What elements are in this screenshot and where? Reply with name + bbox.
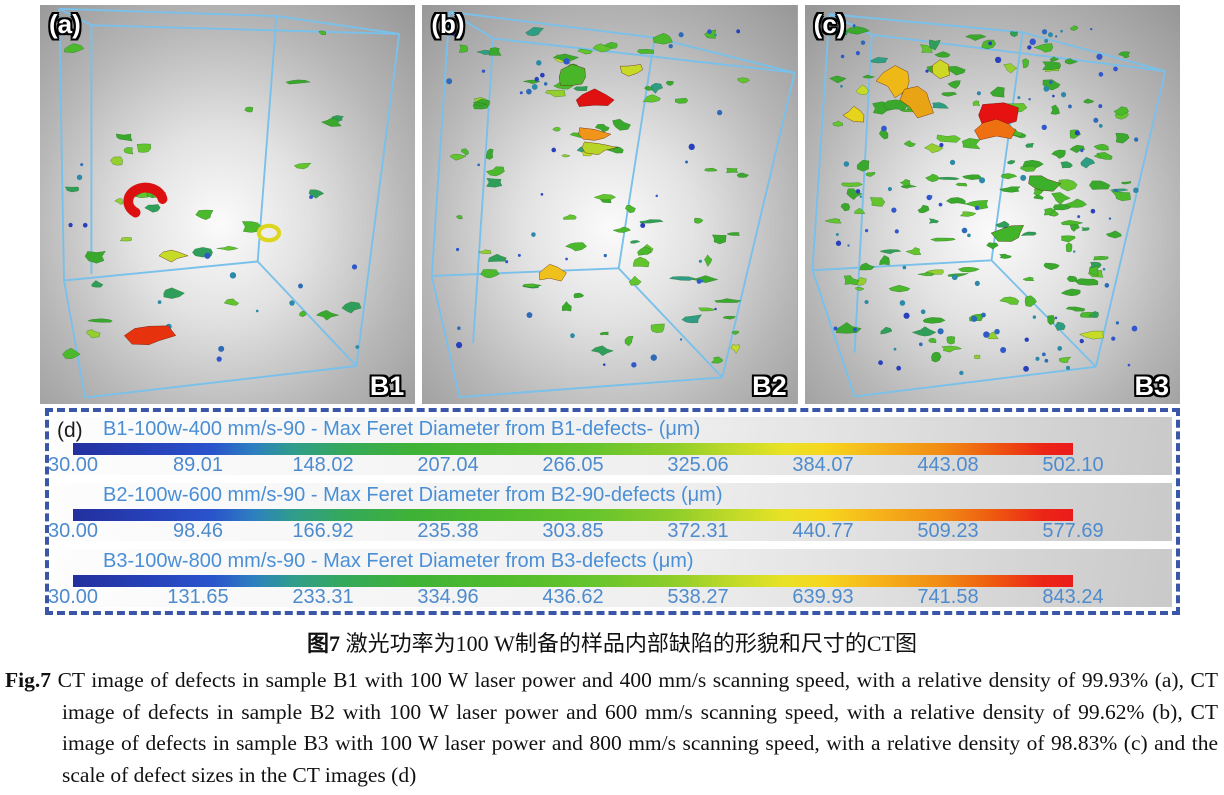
scalebar-tick: 235.38 (417, 520, 479, 542)
scalebar-tick: 325.06 (667, 454, 729, 476)
scalebar-title: B3-100w-800 mm/s-90 - Max Feret Diameter… (103, 550, 694, 572)
scalebar-tick: 266.05 (542, 454, 604, 476)
color-gradient-bar (73, 575, 1073, 587)
caption-english: Fig.7 CT image of defects in sample B1 w… (5, 665, 1218, 791)
scalebar-row-1: (d) B1-100w-400 mm/s-90 - Max Feret Diame… (48, 417, 1172, 476)
scalebar-tick: 639.93 (792, 586, 854, 608)
caption-english-label: Fig.7 (5, 668, 51, 692)
scalebar-row-2: B2-100w-600 mm/s-90 - Max Feret Diameter… (48, 483, 1172, 542)
ct-render-b3 (804, 5, 1180, 404)
panel-background (422, 5, 798, 404)
ct-panel-b3: (c) B3 (804, 5, 1180, 404)
scalebar-tick: 166.92 (292, 520, 354, 542)
scalebar-title: B2-100w-600 mm/s-90 - Max Feret Diameter… (103, 484, 723, 506)
ct-panel-b1: (a) B1 (40, 5, 416, 404)
caption-chinese-text: 激光功率为100 W制备的样品内部缺陷的形貌和尺寸的CT图 (345, 631, 917, 656)
scalebar-row-3: B3-100w-800 mm/s-90 - Max Feret Diameter… (48, 549, 1172, 608)
defects-layer (824, 24, 1139, 376)
panel-letter-d: (d) (57, 419, 83, 442)
scalebar-tick: 233.31 (292, 586, 354, 608)
panel-letter-a: (a) (49, 9, 81, 39)
ct-render-b2 (422, 5, 798, 404)
defects-layer (446, 27, 751, 368)
scalebar-tick: 334.96 (417, 586, 479, 608)
volume-wireframe (58, 7, 401, 399)
scalebar-panel-d: (d) B1-100w-400 mm/s-90 - Max Feret Diame… (45, 408, 1180, 615)
ct-panels-row: (a) B1 (b) B2 (c) B3 (40, 5, 1180, 404)
ct-panel-b2: (b) B2 (422, 5, 798, 404)
scalebar-tick: 509.23 (917, 520, 979, 542)
panel-background (40, 5, 416, 404)
caption-chinese-label: 图7 (307, 631, 341, 656)
volume-wireframe (811, 13, 1166, 398)
volume-wireframe (431, 10, 796, 399)
scalebar-tick: 502.10 (1042, 454, 1104, 476)
caption-chinese: 图7 激光功率为100 W制备的样品内部缺陷的形貌和尺寸的CT图 (0, 626, 1224, 658)
color-gradient-bar (73, 443, 1073, 455)
caption-english-text: CT image of defects in sample B1 with 10… (57, 668, 1219, 787)
scalebar-tick: 440.77 (792, 520, 854, 542)
scalebar-tick: 89.01 (172, 454, 224, 476)
scalebar-tick: 207.04 (417, 454, 479, 476)
scalebar-tick: 538.27 (667, 586, 729, 608)
scalebar-tick: 148.02 (292, 454, 354, 476)
scalebar-tick: 30.00 (47, 454, 99, 476)
scalebar-tick: 30.00 (47, 586, 99, 608)
defects-layer (62, 30, 362, 362)
scalebar-tick: 98.46 (172, 520, 224, 542)
scalebar-tick: 372.31 (667, 520, 729, 542)
panel-letter-b: (b) (431, 9, 465, 39)
sample-tag-b1: B1 (369, 371, 405, 401)
scalebar-tick: 436.62 (542, 586, 604, 608)
scalebar-tick: 131.65 (167, 586, 229, 608)
scalebar-tick: 303.85 (542, 520, 604, 542)
ct-render-b1 (40, 5, 416, 404)
scalebar-tick: 741.58 (917, 586, 979, 608)
scalebar-title: B1-100w-400 mm/s-90 - Max Feret Diameter… (103, 418, 701, 440)
scalebar-tick: 30.00 (47, 520, 99, 542)
scalebar-tick: 843.24 (1042, 586, 1104, 608)
scalebar-tick: 577.69 (1042, 520, 1104, 542)
panel-letter-c: (c) (813, 9, 846, 39)
sample-tag-b3: B3 (1134, 371, 1169, 401)
panel-background (804, 5, 1180, 404)
color-gradient-bar (73, 509, 1073, 521)
sample-tag-b2: B2 (752, 371, 787, 401)
scalebar-tick: 384.07 (792, 454, 854, 476)
scalebar-tick: 443.08 (917, 454, 979, 476)
